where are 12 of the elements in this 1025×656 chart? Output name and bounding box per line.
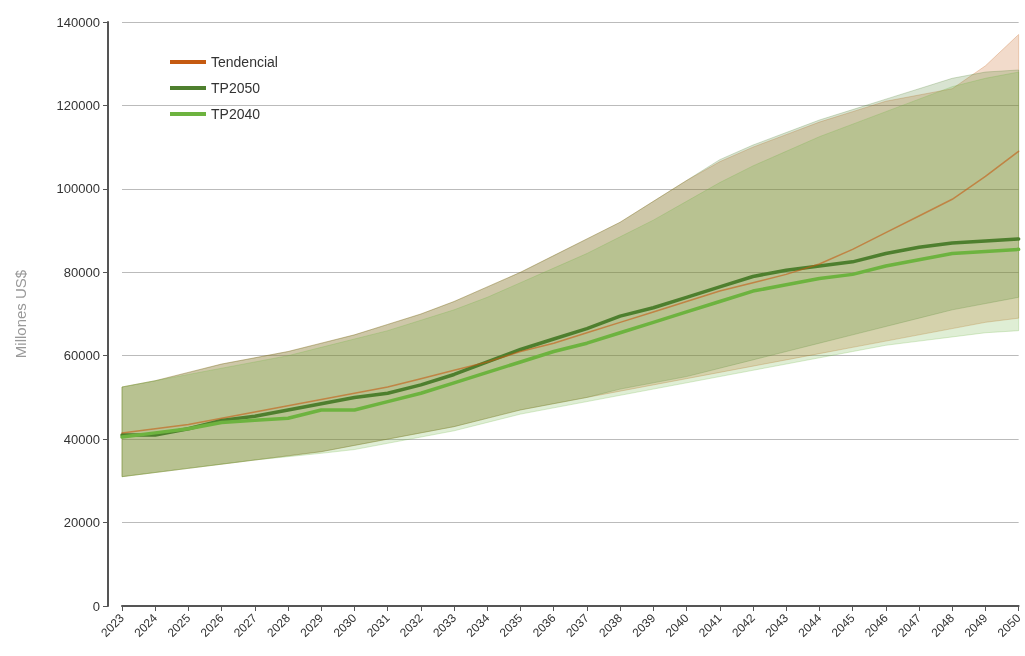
y-tick-label: 0 [92, 598, 100, 614]
y-axis-title: Millones US$ [12, 269, 29, 359]
legend-label: TP2050 [211, 80, 261, 96]
y-tick-label: 100000 [56, 181, 100, 197]
y-tick-label: 60000 [63, 348, 100, 364]
y-tick-label: 140000 [56, 14, 100, 30]
y-tick-label: 20000 [63, 515, 100, 531]
legend-label: Tendencial [211, 54, 278, 70]
y-tick-label: 40000 [63, 431, 100, 447]
legend-label: TP2040 [211, 106, 261, 122]
y-tick-label: 120000 [56, 97, 100, 113]
y-tick-label: 80000 [63, 264, 100, 280]
